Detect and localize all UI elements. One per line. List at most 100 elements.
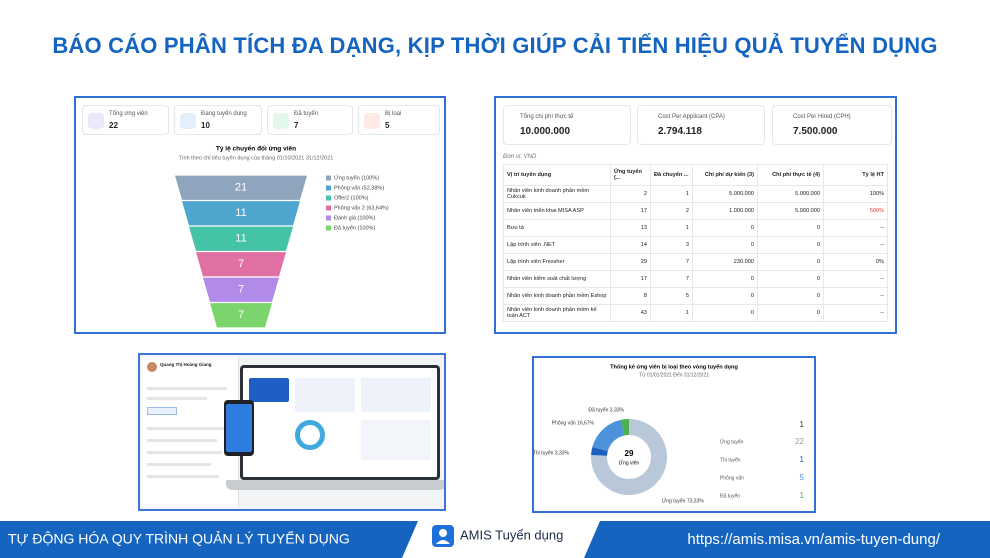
- widget: [249, 378, 289, 402]
- table-cell: Lập trình viên Fressher: [503, 253, 611, 271]
- table-row: Bưu tá 13 1 0 0 --: [503, 219, 888, 237]
- legend-label: Offer2 (100%): [334, 195, 369, 201]
- card-label: Tổng ứng viên: [109, 111, 148, 117]
- legend-top-value: 1: [800, 420, 805, 429]
- table-cell: 1.000.000: [692, 202, 758, 220]
- overview-card: Tổng ứng viên 22: [82, 105, 169, 135]
- legend-label: Phỏng vấn (52,38%): [334, 184, 384, 191]
- table-cell: --: [823, 219, 888, 237]
- legend-swatch: [326, 205, 331, 211]
- line: [147, 451, 222, 454]
- widget: [295, 420, 325, 450]
- donut-segment: [620, 419, 629, 436]
- donut-chart: Thống kê ứng viên bị loại theo vòng tuyể…: [534, 363, 805, 504]
- card-value: 22: [109, 121, 118, 130]
- donut-center-label: Ứng viên: [619, 459, 640, 466]
- phone-screen: [226, 404, 252, 452]
- legend-swatch: [326, 185, 331, 191]
- table-cell: 43: [610, 304, 651, 322]
- table-cell: 5.000.000: [757, 202, 824, 220]
- legend-label: Đã tuyển (100%): [334, 224, 375, 231]
- table-cell: 0: [757, 219, 824, 237]
- line: [147, 427, 227, 430]
- legend-label: Phỏng vấn: [720, 474, 744, 481]
- card-label: Tổng chi phí thực tế: [520, 114, 574, 120]
- chart-subtitle: Tính theo chỉ tiêu tuyển dụng của tháng …: [179, 154, 334, 161]
- table-cell: Lập trình viên .NET: [503, 236, 611, 254]
- table-cell: 17: [610, 270, 651, 288]
- widget: [361, 378, 431, 412]
- footer-url[interactable]: https://amis.misa.vn/amis-tuyen-dung/: [687, 531, 940, 548]
- table-cell: 0: [692, 287, 758, 305]
- table-cell: 29: [610, 253, 651, 271]
- column-header: Vị trí tuyển dụng: [503, 164, 611, 186]
- table-cell: 0: [692, 236, 758, 254]
- legend-label: Ứng tuyển: [720, 438, 744, 445]
- legend-swatch: [326, 195, 331, 201]
- line: [147, 397, 207, 400]
- footer-band: [584, 521, 990, 558]
- card-value: 2.794.118: [658, 126, 702, 137]
- legend-swatch: [326, 215, 331, 221]
- app-preview: Quang Thị Hoàng Giang: [138, 353, 446, 511]
- slide-title: BÁO CÁO PHÂN TÍCH ĐA DẠNG, KỊP THỜI GIÚP…: [52, 33, 938, 58]
- column-header: Đã chuyển ...: [650, 164, 693, 186]
- legend-value: 22: [795, 437, 804, 446]
- table-cell: 0: [757, 236, 824, 254]
- cost-card: Cost Per Applicant (CPA) 2.794.118: [637, 105, 765, 145]
- line: [147, 463, 211, 466]
- table-cell: 0: [757, 253, 824, 271]
- column-header: Tỷ lệ HT: [823, 164, 888, 186]
- cost-table: Vị trí tuyển dụng Ứng tuyển (... Đã chuyển…: [503, 164, 888, 322]
- cost-card: Cost Per Hired (CPH) 7.500.000: [772, 105, 892, 145]
- stage-value: 21: [235, 182, 247, 194]
- card-value: 10.000.000: [520, 126, 571, 137]
- table-cell: --: [823, 287, 888, 305]
- funnel-stage: [189, 226, 293, 251]
- table-cell: 0: [757, 287, 824, 305]
- line: [147, 439, 217, 442]
- overview-card: Đã tuyển 7: [267, 105, 353, 135]
- card-label: Bị loại: [385, 111, 402, 117]
- table-cell: 3: [650, 236, 693, 254]
- table-cell: 0: [757, 270, 824, 288]
- table-row: Lập trình viên .NET 14 3 0 0 --: [503, 236, 888, 254]
- legend-label: Ứng tuyển (100%): [334, 174, 379, 181]
- table-cell: Nhân viên triển khai MISA ASP: [503, 202, 611, 220]
- table-cell: --: [823, 270, 888, 288]
- stage-value: 7: [238, 258, 244, 270]
- laptop-screen: [240, 365, 440, 480]
- donut-segment: [591, 446, 608, 456]
- table-row: Lập trình viên Fressher 29 7 230.000 0 0%: [503, 253, 888, 271]
- legend-label: Đánh giá (100%): [334, 215, 375, 221]
- table-cell: 14: [610, 236, 651, 254]
- funnel-chart: Tỷ lệ chuyển đổi ứng viên Tính theo chỉ …: [175, 145, 389, 328]
- table-cell: 0: [692, 219, 758, 237]
- table-cell: --: [823, 304, 888, 322]
- table-cell: 230.000: [692, 253, 758, 271]
- table-cell: 1: [650, 304, 693, 322]
- table-cell: 0: [692, 304, 758, 322]
- laptop-base: [226, 480, 444, 490]
- legend-label: Thi tuyển: [720, 456, 741, 463]
- table-row: Nhân viên triển khai MISA ASP 17 2 1.000.00…: [503, 202, 888, 220]
- card-value: 7.500.000: [793, 126, 838, 137]
- table-cell: 500%: [823, 202, 888, 220]
- brand-icon-head: [439, 529, 447, 537]
- legend-label: Đã tuyển: [720, 492, 740, 499]
- slice-label: Đã tuyển 3,33%: [588, 406, 624, 413]
- cost-panel: Tổng chi phí thực tế 10.000.000 Cost Per…: [494, 96, 897, 334]
- table-cell: 1: [650, 185, 693, 203]
- icon: [180, 113, 196, 129]
- stage-value: 11: [235, 233, 246, 245]
- legend-label: Phỏng vấn 2 (63,64%): [334, 204, 389, 211]
- candidate-name: Quang Thị Hoàng Giang: [160, 362, 212, 367]
- funnel-stage: [182, 201, 300, 226]
- line: [147, 475, 219, 478]
- card-label: Đã tuyển: [294, 111, 319, 117]
- legend-value: 1: [800, 491, 805, 500]
- icon: [364, 113, 380, 129]
- legend-value: 5: [800, 473, 805, 482]
- table-cell: Nhân viên kinh doanh phần mềm Cukcuk: [503, 185, 611, 203]
